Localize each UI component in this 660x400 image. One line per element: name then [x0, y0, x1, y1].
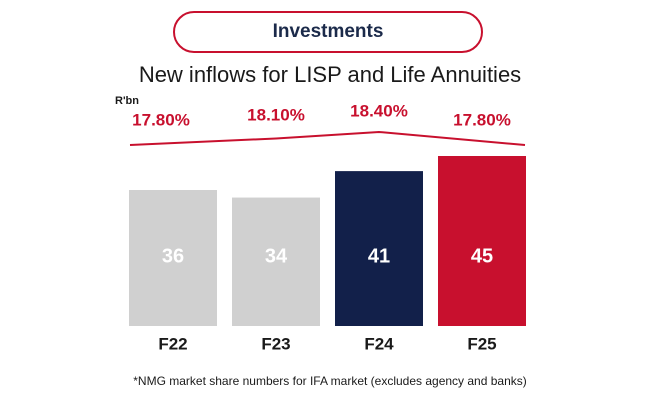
unit-label: R'bn	[115, 95, 139, 107]
market-share-label: 17.80%	[453, 110, 511, 129]
bar-f22	[129, 190, 217, 326]
bar-value-label: 34	[265, 245, 288, 267]
bar-f24	[335, 171, 423, 326]
market-share-label: 18.40%	[350, 101, 408, 120]
bar-value-label: 41	[368, 245, 390, 267]
category-label: F24	[364, 334, 394, 353]
market-share-label: 18.10%	[247, 105, 305, 124]
bar-f25	[438, 156, 526, 326]
investments-badge-label: Investments	[272, 21, 384, 42]
category-label: F25	[467, 334, 496, 353]
bar-f23	[232, 197, 320, 326]
chart-title: New inflows for LISP and Life Annuities	[138, 62, 522, 87]
investments-badge: Investments	[173, 11, 483, 53]
market-share-line	[129, 130, 526, 146]
bar-value-label: 36	[162, 245, 184, 267]
bar-value-label: 45	[471, 245, 493, 267]
market-share-label: 17.80%	[132, 110, 190, 129]
category-label: F22	[158, 334, 187, 353]
footnote: *NMG market share numbers for IFA market…	[133, 374, 527, 388]
category-label: F23	[261, 334, 290, 353]
